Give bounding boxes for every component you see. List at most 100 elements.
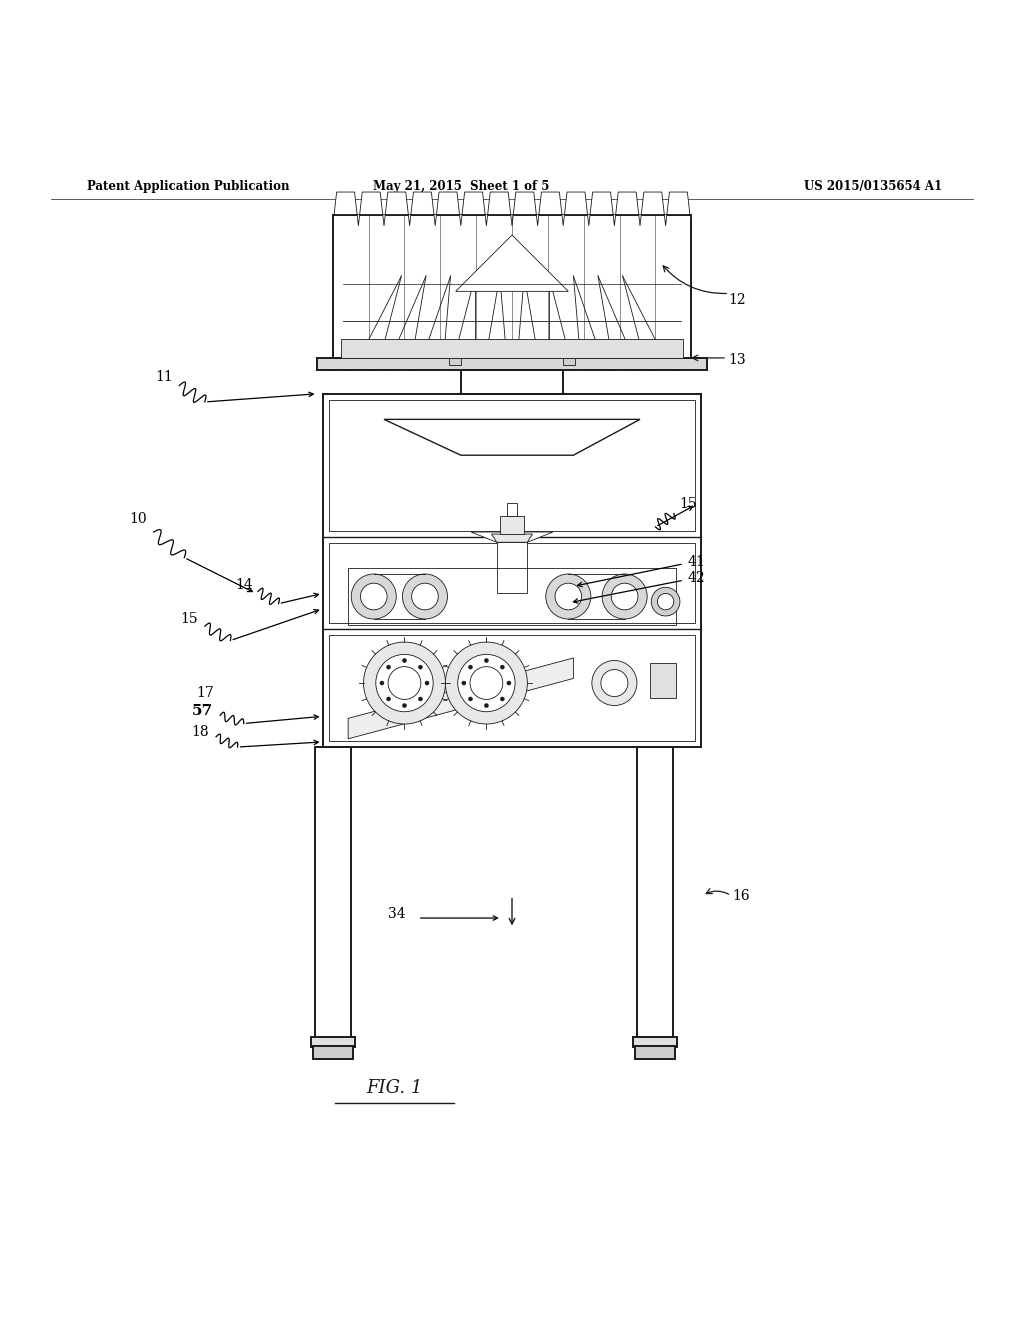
Polygon shape: [639, 215, 641, 226]
Polygon shape: [562, 215, 564, 226]
Text: 42: 42: [687, 572, 706, 585]
Circle shape: [402, 574, 447, 619]
Circle shape: [611, 583, 638, 610]
Polygon shape: [434, 215, 436, 226]
Polygon shape: [613, 215, 615, 226]
Circle shape: [555, 583, 582, 610]
Circle shape: [651, 587, 680, 616]
Polygon shape: [537, 215, 539, 226]
Polygon shape: [513, 191, 537, 215]
Polygon shape: [635, 1045, 676, 1060]
Text: US 2015/0135654 A1: US 2015/0135654 A1: [804, 181, 942, 194]
Polygon shape: [564, 191, 588, 215]
Text: 18: 18: [190, 725, 209, 739]
Polygon shape: [411, 191, 434, 215]
Polygon shape: [641, 191, 665, 215]
Polygon shape: [449, 339, 461, 366]
Circle shape: [388, 667, 421, 700]
Circle shape: [468, 697, 472, 701]
Polygon shape: [385, 191, 409, 215]
Polygon shape: [633, 1036, 678, 1047]
Polygon shape: [357, 215, 359, 226]
Polygon shape: [590, 191, 613, 215]
Polygon shape: [690, 215, 691, 226]
Polygon shape: [497, 543, 527, 594]
Polygon shape: [507, 503, 517, 516]
Polygon shape: [436, 191, 460, 215]
Circle shape: [360, 583, 387, 610]
Polygon shape: [323, 393, 701, 747]
Polygon shape: [311, 1036, 355, 1047]
Circle shape: [376, 655, 433, 711]
Polygon shape: [500, 516, 524, 535]
Polygon shape: [317, 358, 707, 370]
Circle shape: [386, 697, 390, 701]
Circle shape: [412, 583, 438, 610]
Circle shape: [419, 697, 423, 701]
Circle shape: [402, 704, 407, 708]
Polygon shape: [650, 663, 676, 698]
Circle shape: [425, 681, 429, 685]
Circle shape: [380, 681, 384, 685]
Circle shape: [507, 681, 511, 685]
Text: 16: 16: [732, 888, 751, 903]
Circle shape: [484, 659, 488, 663]
Polygon shape: [485, 215, 487, 226]
Circle shape: [592, 660, 637, 706]
Polygon shape: [456, 235, 568, 292]
Circle shape: [364, 642, 445, 723]
Circle shape: [468, 665, 472, 669]
Polygon shape: [487, 191, 511, 215]
Polygon shape: [637, 747, 674, 1039]
Polygon shape: [334, 191, 357, 215]
Circle shape: [602, 574, 647, 619]
Circle shape: [657, 594, 674, 610]
Circle shape: [445, 642, 527, 723]
Circle shape: [501, 665, 505, 669]
Polygon shape: [667, 191, 690, 215]
Text: 41: 41: [687, 554, 706, 569]
Polygon shape: [341, 339, 683, 358]
Polygon shape: [665, 215, 667, 226]
Text: 34: 34: [388, 907, 407, 921]
Circle shape: [546, 574, 591, 619]
Polygon shape: [409, 215, 411, 226]
Circle shape: [484, 704, 488, 708]
Polygon shape: [461, 370, 563, 393]
Text: 17: 17: [196, 686, 214, 700]
Text: 10: 10: [129, 512, 147, 525]
Text: FIG. 1: FIG. 1: [366, 1078, 423, 1097]
Text: May 21, 2015  Sheet 1 of 5: May 21, 2015 Sheet 1 of 5: [373, 181, 549, 194]
Circle shape: [470, 667, 503, 700]
Polygon shape: [492, 535, 532, 543]
Polygon shape: [462, 191, 485, 215]
Text: 15: 15: [679, 498, 697, 511]
Circle shape: [419, 665, 423, 669]
Polygon shape: [315, 747, 350, 1039]
Circle shape: [351, 574, 396, 619]
Text: 12: 12: [728, 293, 746, 306]
Circle shape: [402, 659, 407, 663]
Polygon shape: [359, 191, 383, 215]
Polygon shape: [460, 215, 462, 226]
Polygon shape: [348, 657, 573, 739]
Text: 15: 15: [180, 612, 199, 626]
Text: Patent Application Publication: Patent Application Publication: [87, 181, 290, 194]
Polygon shape: [588, 215, 590, 226]
Polygon shape: [384, 420, 640, 455]
Polygon shape: [539, 191, 562, 215]
Circle shape: [501, 697, 505, 701]
Circle shape: [386, 665, 390, 669]
Circle shape: [462, 681, 466, 685]
Polygon shape: [563, 339, 575, 366]
Text: 11: 11: [155, 371, 173, 384]
Polygon shape: [333, 215, 691, 358]
Polygon shape: [615, 191, 639, 215]
Polygon shape: [471, 532, 553, 543]
Polygon shape: [383, 215, 385, 226]
Circle shape: [601, 669, 628, 697]
Text: 14: 14: [234, 578, 253, 593]
Text: 57: 57: [193, 704, 213, 718]
Text: 13: 13: [728, 352, 746, 367]
Polygon shape: [511, 215, 513, 226]
